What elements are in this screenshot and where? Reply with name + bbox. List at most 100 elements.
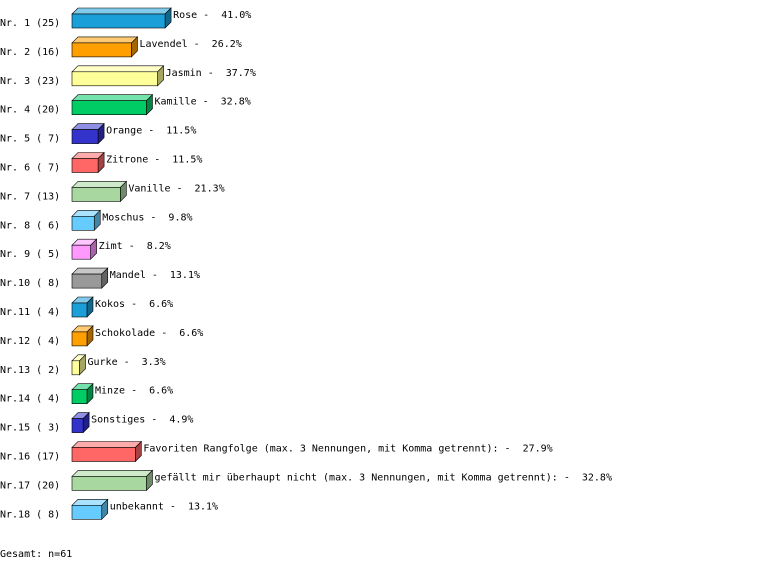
bar-name: Favoriten Rangfolge (max. 3 Nennungen, m…: [143, 444, 498, 455]
bar: [71, 389, 88, 405]
separator: -: [177, 183, 183, 194]
separator: -: [131, 386, 137, 397]
row-label: Nr. 9 ( 5): [0, 249, 60, 260]
bar-top: [71, 65, 165, 73]
value-label: 26.2%: [212, 39, 242, 50]
bar: [71, 331, 88, 347]
value-label: 21.3%: [195, 183, 225, 194]
separator: -: [161, 328, 167, 339]
row-label: Nr. 8 ( 6): [0, 220, 60, 231]
separator: -: [203, 97, 209, 108]
value-label: 11.5%: [172, 155, 202, 166]
row-label: Nr.10 ( 8): [0, 278, 60, 289]
bar-label: Sonstiges - 4.9%: [91, 415, 193, 426]
bar-name: Moschus: [102, 212, 144, 223]
row-label: Nr. 7 (13): [0, 191, 60, 202]
separator: -: [148, 126, 154, 137]
bar: [71, 158, 99, 173]
bar: [71, 302, 88, 318]
bar-label: Kamille - 32.8%: [154, 97, 250, 108]
row-label: Nr.11 ( 4): [0, 307, 60, 318]
bar-name: Minze: [95, 386, 125, 397]
value-label: 8.2%: [147, 241, 171, 252]
value-label: 9.8%: [168, 212, 192, 223]
bar-label: Jasmin - 37.7%: [166, 68, 256, 79]
bar-top: [71, 441, 143, 448]
bar: [71, 418, 84, 433]
bar: [71, 244, 91, 260]
separator: -: [194, 39, 200, 50]
bar-name: Zitrone: [106, 155, 148, 166]
bar-label: Lavendel - 26.2%: [139, 39, 241, 50]
bar-label: Orange - 11.5%: [106, 126, 196, 137]
row-label: Nr. 1 (25): [0, 18, 60, 29]
footer: Gesamt: n=61: [0, 549, 72, 560]
row-label: Nr.16 (17): [0, 452, 60, 463]
row-label: Nr.15 ( 3): [0, 423, 60, 434]
separator: -: [151, 415, 157, 426]
bar: [71, 71, 158, 87]
bar-label: unbekannt - 13.1%: [110, 501, 218, 512]
separator: -: [203, 10, 209, 21]
row-label: Nr. 3 (23): [0, 76, 60, 87]
bar-name: Orange: [106, 126, 142, 137]
value-label: 4.9%: [169, 415, 193, 426]
separator: -: [505, 444, 511, 455]
bar-label: Minze - 6.6%: [95, 386, 173, 397]
value-label: 41.0%: [221, 10, 251, 21]
bar-top: [71, 470, 154, 477]
bar-name: gefällt mir überhaupt nicht (max. 3 Nenn…: [154, 472, 557, 483]
row-label: Nr. 4 (20): [0, 105, 60, 116]
bar-label: Zimt - 8.2%: [99, 241, 171, 252]
bar: [71, 187, 121, 202]
bar-name: Rose: [173, 10, 197, 21]
bar-label: Gurke - 3.3%: [87, 357, 165, 368]
bar-label: Rose - 41.0%: [173, 10, 251, 21]
row-label: Nr.18 ( 8): [0, 509, 60, 520]
bar-label: gefällt mir überhaupt nicht (max. 3 Nenn…: [154, 472, 612, 483]
value-label: 27.9%: [523, 444, 553, 455]
bar: [71, 273, 103, 289]
separator: -: [150, 212, 156, 223]
bar: [71, 13, 166, 29]
row-label: Nr.13 ( 2): [0, 365, 60, 376]
bar-name: Kamille: [154, 97, 196, 108]
separator: -: [129, 241, 135, 252]
bar: [71, 100, 147, 115]
bar: [71, 476, 147, 491]
bar-label: Zitrone - 11.5%: [106, 155, 202, 166]
bar-label: Vanille - 21.3%: [128, 183, 224, 194]
row-label: Nr.14 ( 4): [0, 394, 60, 405]
bar-label: Mandel - 13.1%: [110, 270, 200, 281]
row-label: Nr. 2 (16): [0, 47, 60, 58]
row-label: Nr. 5 ( 7): [0, 134, 60, 145]
bar-name: Jasmin: [166, 68, 202, 79]
bar-top: [71, 181, 128, 188]
value-label: 32.8%: [582, 472, 612, 483]
bar-name: Sonstiges: [91, 415, 145, 426]
bar-label: Favoriten Rangfolge (max. 3 Nennungen, m…: [143, 444, 552, 455]
bar: [71, 360, 80, 376]
value-label: 32.8%: [221, 97, 251, 108]
bar-name: Vanille: [128, 183, 170, 194]
row-label: Nr. 6 ( 7): [0, 163, 60, 174]
bar-top: [71, 36, 139, 44]
value-label: 6.6%: [149, 386, 173, 397]
bar-name: Schokolade: [95, 328, 155, 339]
bar-label: Kokos - 6.6%: [95, 299, 173, 310]
separator: -: [152, 270, 158, 281]
row-label: Nr.12 ( 4): [0, 336, 60, 347]
bar-name: Mandel: [110, 270, 146, 281]
value-label: 3.3%: [142, 357, 166, 368]
value-label: 6.6%: [179, 328, 203, 339]
bar: [71, 42, 132, 58]
bar-label: Moschus - 9.8%: [102, 212, 192, 223]
separator: -: [154, 155, 160, 166]
bar-name: Gurke: [87, 357, 117, 368]
value-label: 13.1%: [170, 270, 200, 281]
separator: -: [208, 68, 214, 79]
bar-name: Zimt: [99, 241, 123, 252]
separator: -: [564, 472, 570, 483]
bar: [71, 129, 99, 144]
